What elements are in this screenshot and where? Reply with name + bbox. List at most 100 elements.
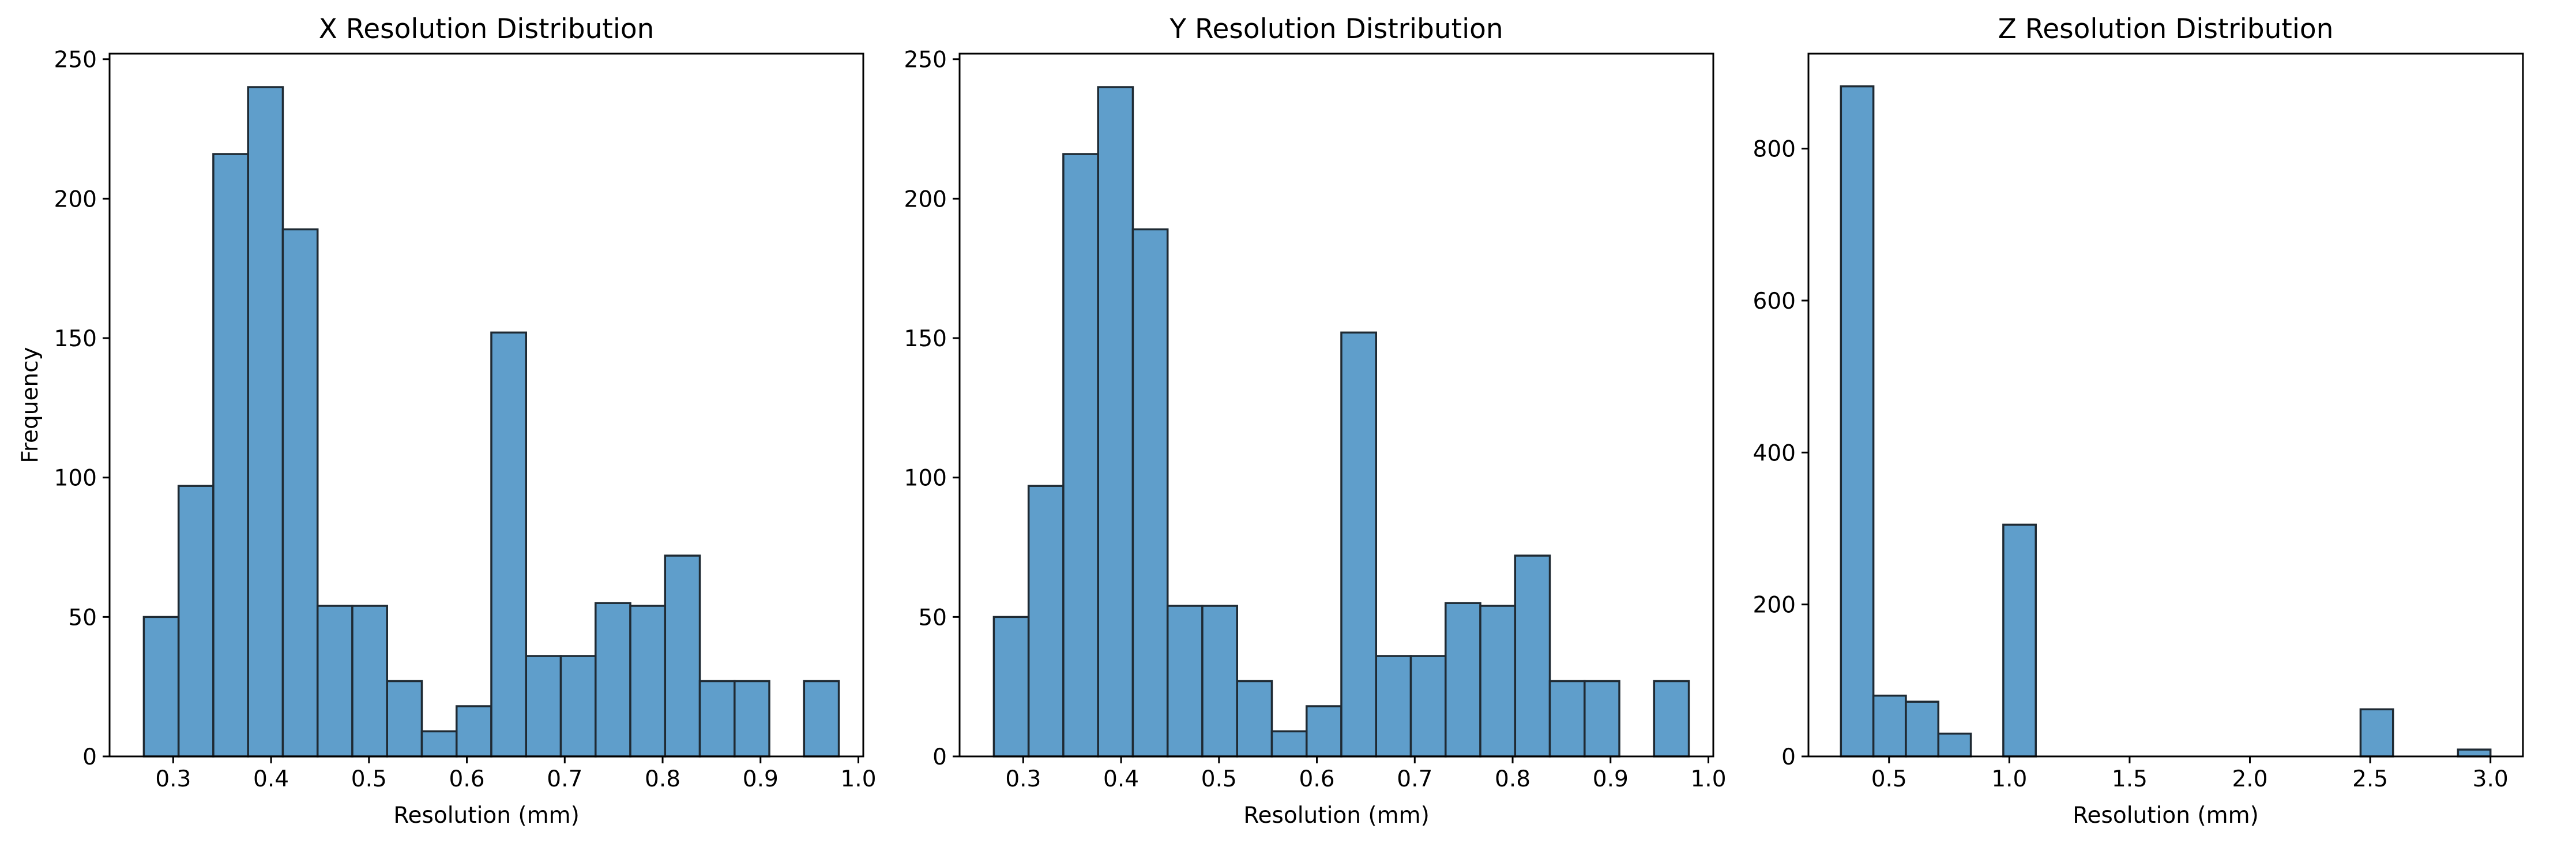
y-tick-label: 200: [904, 186, 947, 212]
histogram-bar: [595, 602, 631, 758]
chart-title: Z Resolution Distribution: [1998, 13, 2334, 45]
x-tick-label: 0.6: [449, 766, 485, 792]
y-tick-label: 400: [1753, 440, 1796, 466]
bars: [142, 86, 840, 758]
histogram-bar: [1905, 700, 1940, 758]
y-tick-label: 200: [1753, 593, 1796, 619]
histogram-bar: [177, 485, 215, 758]
histogram-bar: [1937, 732, 1972, 758]
histogram-bar: [351, 605, 388, 758]
histogram-bar: [316, 605, 354, 758]
axis-ticks: 0.3 0.4 0.5 0.6 0.7 0.8 0.9 1.0 0 50 100 150 200 250: [904, 47, 1727, 792]
y-tick-label: 100: [904, 466, 947, 492]
histogram-bar: [1305, 705, 1342, 758]
x-tick-label: 0.4: [253, 766, 289, 792]
y-tick-label: 600: [1753, 288, 1796, 314]
x-tick-label: 0.5: [1871, 766, 1907, 792]
x-tick-label: 1.0: [1690, 766, 1726, 792]
histogram-bar: [1375, 655, 1412, 758]
z-resolution-panel: Z Resolution Distribution Resolution (mm…: [1753, 13, 2524, 829]
histogram-bar: [2002, 523, 2037, 758]
histogram-bar: [281, 228, 319, 758]
histogram-bar: [1097, 86, 1134, 758]
x-tick-label: 0.5: [1201, 766, 1237, 792]
plot-frame: [958, 53, 1714, 758]
y-tick-label: 250: [904, 47, 947, 73]
y-tick-label: 150: [54, 326, 97, 352]
x-resolution-panel: X Resolution Distribution Resolution (mm…: [17, 13, 877, 829]
y-tick-label: 100: [54, 466, 97, 492]
y-tick-label: 200: [54, 186, 97, 212]
histogram-bar: [629, 605, 667, 758]
histogram-bar: [1840, 85, 1875, 758]
x-tick-label: 0.7: [547, 766, 582, 792]
x-tick-label: 3.0: [2473, 766, 2509, 792]
histogram-bar: [525, 655, 562, 758]
x-tick-label: 1.0: [840, 766, 876, 792]
histogram-bar: [803, 680, 840, 758]
plot-frame: [108, 53, 864, 758]
histogram-bar: [2457, 748, 2492, 758]
histogram-bar: [490, 331, 527, 758]
histogram-bar: [1270, 730, 1308, 758]
histogram-bar: [1872, 694, 1907, 758]
histogram-bar: [664, 554, 701, 758]
histogram-bar: [1027, 485, 1065, 758]
histogram-bar: [455, 705, 492, 758]
y-tick-label: 150: [904, 326, 947, 352]
y-tick-label: 0: [82, 744, 97, 770]
x-tick-label: 2.0: [2232, 766, 2267, 792]
bars: [1840, 85, 2492, 758]
histogram-bar: [1340, 331, 1377, 758]
histogram-bar: [1409, 655, 1447, 758]
y-tick-label: 50: [918, 605, 947, 631]
x-tick-label: 0.8: [1495, 766, 1530, 792]
y-resolution-panel: Y Resolution Distribution Resolution (mm…: [904, 13, 1727, 829]
y-axis-label: Frequency: [17, 347, 43, 463]
x-tick-label: 0.8: [645, 766, 680, 792]
histogram-bar: [142, 616, 180, 758]
y-tick-label: 250: [54, 47, 97, 73]
histogram-bar: [1166, 605, 1204, 758]
histogram-bar: [1548, 680, 1586, 758]
x-tick-label: 0.7: [1397, 766, 1432, 792]
x-tick-label: 0.4: [1103, 766, 1139, 792]
chart-title: X Resolution Distribution: [319, 13, 655, 45]
histogram-bar: [1236, 680, 1273, 758]
histogram-bar: [1445, 602, 1481, 758]
y-tick-label: 0: [932, 744, 947, 770]
histogram-bar: [420, 730, 458, 758]
x-tick-label: 0.3: [155, 766, 191, 792]
axis-ticks: 0.3 0.4 0.5 0.6 0.7 0.8 0.9 1.0 0 50 100 150 200 250: [54, 47, 877, 792]
x-tick-label: 0.3: [1005, 766, 1041, 792]
x-axis-label: Resolution (mm): [1243, 803, 1430, 829]
histogram-bar: [1653, 680, 1690, 758]
x-tick-label: 0.5: [351, 766, 387, 792]
x-tick-label: 2.5: [2352, 766, 2388, 792]
x-tick-label: 0.9: [743, 766, 779, 792]
histogram-bar: [698, 680, 736, 758]
histogram-bar: [1201, 605, 1238, 758]
histogram-bar: [1514, 554, 1551, 758]
histogram-bar: [1584, 680, 1620, 758]
plot-frame: [1807, 53, 2524, 758]
histogram-bar: [247, 86, 284, 758]
histogram-bar: [1062, 153, 1099, 758]
y-tick-label: 50: [68, 605, 97, 631]
histogram-bar: [559, 655, 597, 758]
histogram-bar: [1479, 605, 1517, 758]
y-tick-label: 800: [1753, 137, 1796, 163]
bars: [992, 86, 1690, 758]
x-axis-label: Resolution (mm): [393, 803, 580, 829]
x-axis-label: Resolution (mm): [2073, 803, 2259, 829]
chart-title: Y Resolution Distribution: [1169, 13, 1503, 45]
x-tick-label: 0.6: [1299, 766, 1335, 792]
x-tick-label: 1.0: [1991, 766, 2027, 792]
histogram-bar: [386, 680, 423, 758]
axis-ticks: 0.5 1.0 1.5 2.0 2.5 3.0 0 200 400 600 800: [1753, 137, 2509, 792]
histogram-bar: [212, 153, 249, 758]
x-tick-label: 0.9: [1593, 766, 1629, 792]
histogram-bar: [992, 616, 1030, 758]
histogram-bar: [1131, 228, 1169, 758]
